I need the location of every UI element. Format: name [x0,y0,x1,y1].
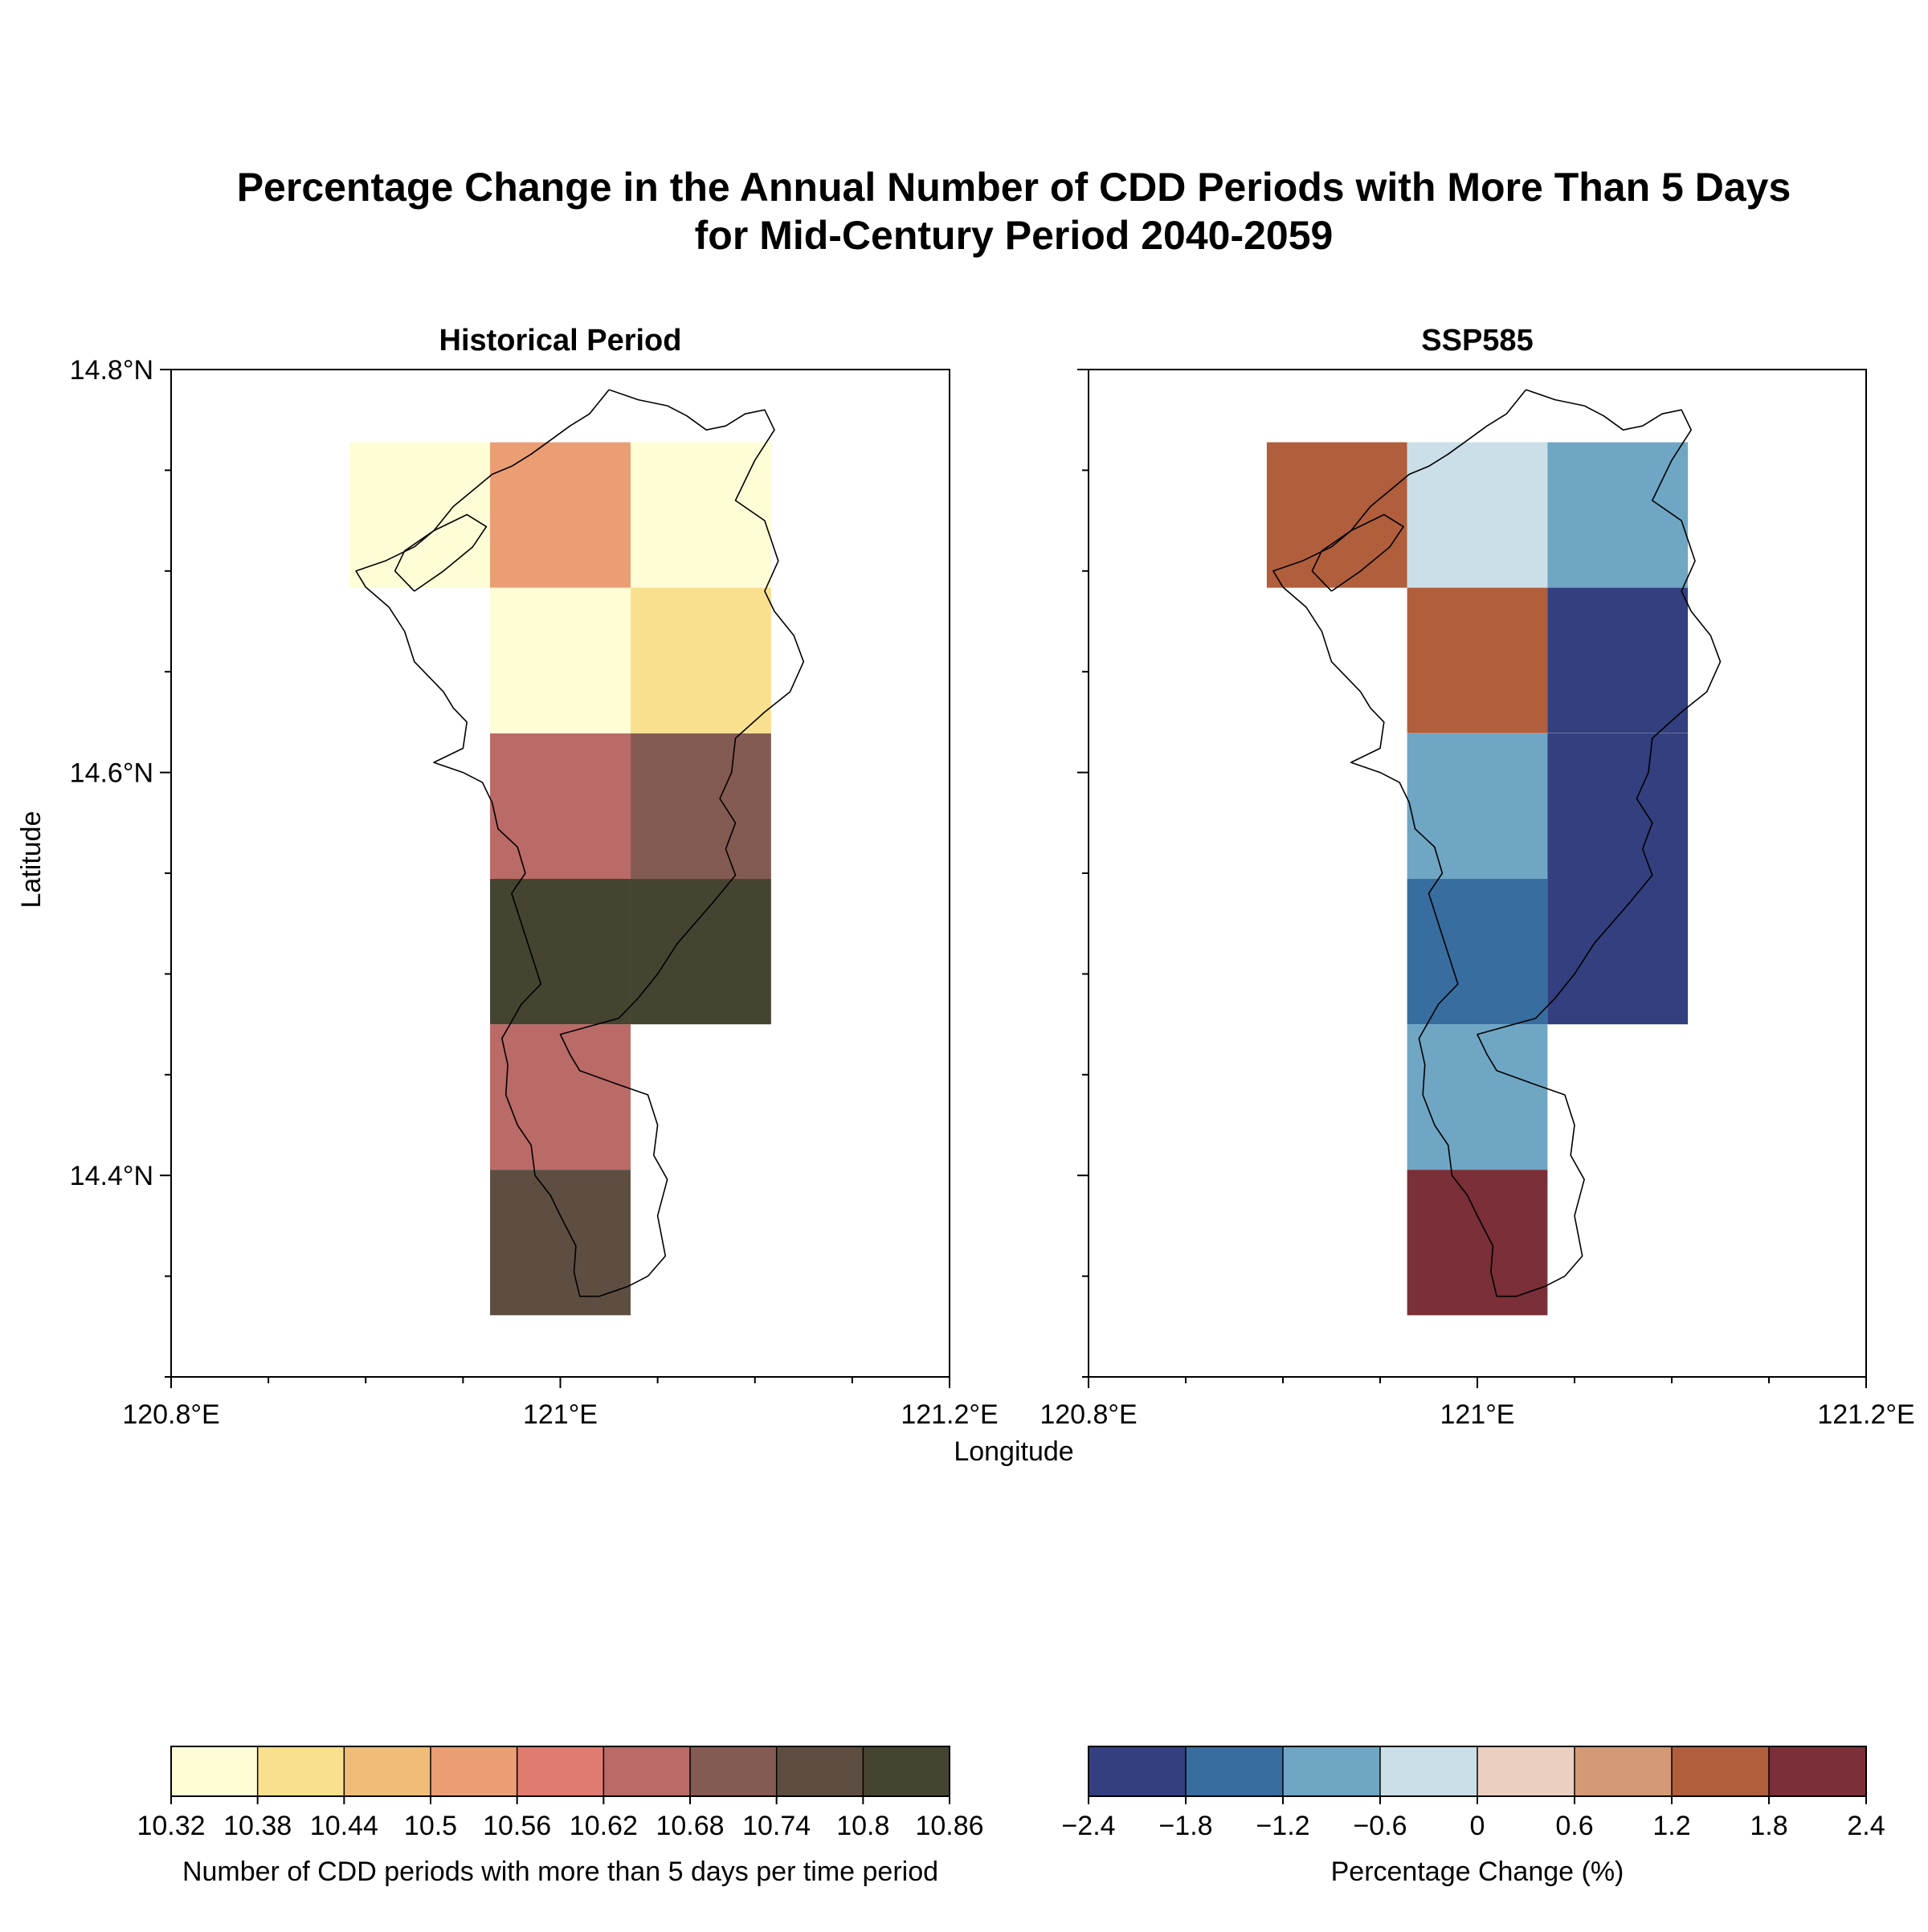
colorbar-tick-label: 10.62 [570,1811,638,1841]
colorbar-swatch [1769,1746,1867,1796]
colorbar-tick-label: 10.68 [656,1811,724,1841]
grid-cell-2 [1407,442,1548,588]
colorbar-tick-label: 10.74 [742,1811,811,1841]
colorbar-tick-label: 10.8 [836,1811,889,1841]
colorbar-swatch [863,1746,950,1796]
x-tick-label: 120.8°E [1040,1399,1137,1430]
grid-cell-3 [630,442,771,588]
y-tick-label: 14.4°N [70,1161,153,1191]
coastline-bay-inlet [394,513,488,592]
colorbar-tick-label: 10.32 [137,1811,205,1841]
colorbar-tick-label: 2.4 [1847,1811,1885,1841]
grid-cell-10 [490,1024,631,1170]
colorbar-label: Number of CDD periods with more than 5 d… [182,1856,938,1887]
colorbar-swatch [344,1746,431,1796]
colorbar-swatch [517,1746,604,1796]
colorbar-tick-label: 10.56 [483,1811,551,1841]
colorbar-swatch [1089,1746,1187,1796]
coastline-bay-inlet [1311,513,1404,592]
grid-cell-2 [490,442,631,588]
coastline-east [1477,389,1722,1287]
y-tick-label: 14.8°N [70,355,153,386]
colorbar-swatch [431,1746,518,1796]
grid-cell-5 [1547,587,1689,733]
colorbar-frame [170,1746,950,1797]
panel-title: SSP585 [1421,324,1533,357]
x-tick-label: 121.2°E [901,1399,998,1430]
colorbar-tick-label: −1.8 [1158,1811,1212,1841]
map-panel-2: SSP585 120.8°E 121°E 121.2°E [1040,324,1914,1430]
colorbar-tick-label: 10.38 [223,1811,292,1841]
colorbar-swatch [171,1746,259,1796]
grid-cell-5 [630,587,771,733]
figure-title-line1: Percentage Change in the Annual Number o… [237,165,1791,210]
colorbar-tick-label: −1.2 [1256,1811,1309,1841]
colorbar-1: 10.32 10.38 10.44 10.5 10.56 10.62 10.68 10.74 1… [137,1746,984,1887]
colorbar-2: −2.4 −1.8 −1.2 −0.6 0 0.6 1.2 1.8 2.4 Percentage … [1061,1746,1885,1887]
figure-title-line2: for Mid-Century Period 2040-2059 [695,213,1334,258]
colorbar-tick-label: 10.44 [310,1811,378,1841]
colorbar-tick-label: 0.6 [1555,1811,1593,1841]
colorbar-label: Percentage Change (%) [1331,1856,1624,1887]
colorbar-tick-label: 1.2 [1652,1811,1690,1841]
grid-cell-10 [1407,1024,1548,1170]
grid-cell-8 [490,879,631,1025]
grid-cell-9 [630,879,771,1025]
colorbar-tick-label: 10.86 [915,1811,983,1841]
colorbars: 10.32 10.38 10.44 10.5 10.56 10.62 10.68 10.74 1… [137,1746,1885,1887]
grid-cell-4 [490,587,631,733]
x-axis-label: Longitude [954,1436,1073,1467]
map-panels: Historical Period 120.8°E 121°E 121.2°E 14.8… [70,324,1915,1430]
panel-title: Historical Period [439,324,682,357]
grid-cell-6 [1407,733,1548,880]
colorbar-swatch [257,1746,345,1796]
colorbar-swatch [776,1746,864,1796]
colorbar-swatch [1186,1746,1284,1796]
grid-cell-11 [490,1170,631,1316]
colorbar-swatch [690,1746,778,1796]
colorbar-tick-label: −2.4 [1061,1811,1115,1841]
grid-cell-7 [630,733,771,880]
grid-cell-8 [1407,879,1548,1025]
x-tick-label: 121.2°E [1817,1399,1914,1430]
grid-cell-7 [1547,733,1689,880]
grid-cell-6 [490,733,631,880]
grid-cell-9 [1547,879,1689,1025]
map-panel-1: Historical Period 120.8°E 121°E 121.2°E 14.8… [70,324,999,1430]
coastline-west [355,389,629,1297]
y-tick-label: 14.6°N [70,758,153,789]
colorbar-swatch [1283,1746,1381,1796]
colorbar-swatch [1477,1746,1575,1796]
colorbar-swatch [1672,1746,1770,1796]
colorbar-tick-label: 1.8 [1750,1811,1787,1841]
x-tick-label: 121°E [523,1399,598,1430]
x-tick-label: 121°E [1440,1399,1514,1430]
grid-cell-4 [1407,587,1548,733]
colorbar-swatch [1575,1746,1673,1796]
coastline-west [1272,389,1546,1297]
grid-cell-11 [1407,1170,1548,1316]
x-tick-label: 120.8°E [122,1399,219,1430]
colorbar-tick-label: 0 [1470,1811,1485,1841]
coastline-east [559,389,805,1287]
y-axis-label: Latitude [16,811,47,909]
grid-cell-3 [1547,442,1689,588]
colorbar-swatch [1380,1746,1478,1796]
colorbar-swatch [603,1746,691,1796]
colorbar-tick-label: −0.6 [1353,1811,1407,1841]
colorbar-tick-label: 10.5 [404,1811,457,1841]
